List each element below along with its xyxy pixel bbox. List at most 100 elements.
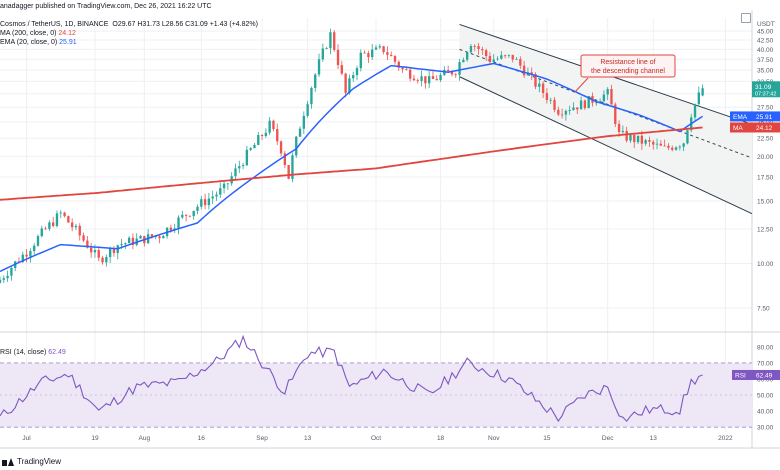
candle-body [458,62,461,75]
candle-body [298,128,302,137]
candle-body [682,143,685,147]
candle-body [625,130,628,141]
rsi-badge-tag: RSI [735,372,746,379]
candle-body [648,140,651,142]
candle-body [325,48,328,49]
ma-price-badge [730,122,780,133]
candle-body [488,56,492,62]
candle-body [352,75,355,79]
price-axis-tick-label: 37.50 [757,57,774,64]
ma-legend[interactable]: MA (200, close, 0) 24.12 [0,30,76,37]
candle-body [579,100,583,110]
candle-body [359,52,362,69]
candle-body [321,48,325,60]
candle-body [260,135,264,137]
price-axis-tick-label: 15.00 [757,198,774,205]
candle-body [378,46,381,48]
candle-body [610,88,613,105]
candle-body [211,196,214,199]
candle-body [287,165,290,179]
candle-body [557,109,560,115]
candle-body [29,251,32,257]
ema-legend[interactable]: EMA (20, close, 0) 25.91 [0,39,77,46]
candle-body [264,132,268,137]
ma-200-line [0,126,703,201]
candle-body [257,135,260,145]
candle-body [416,80,419,82]
candle-body [507,54,511,56]
candle-body [412,78,416,81]
time-axis-tick-label: Jul [22,435,31,442]
candle-body [317,59,321,75]
symbol-label: Cosmos / TetherUS, 1D, BINANCE [0,21,109,28]
candle-body [446,69,450,72]
candle-body [249,148,252,150]
time-axis-tick-label: 19 [91,435,99,442]
candle-body [329,32,332,49]
price-axis-tick-label: 7.50 [757,305,770,312]
settings-icon[interactable] [741,13,751,23]
currency-label: USDT [757,21,775,28]
rsi-legend[interactable]: RSI (14, close) 62.49 [0,349,66,356]
candle-body [348,78,351,93]
candle-body [219,188,222,195]
candle-body [587,96,590,109]
candle-body [519,58,522,66]
price-axis-tick-label: 12.50 [757,226,774,233]
candle-body [674,147,678,150]
candle-body [86,240,89,248]
price-axis-tick-label: 40.00 [757,47,774,54]
candle-body [553,99,556,110]
rsi-axis-tick-label: 60.00 [757,376,774,383]
candle-body [652,141,655,145]
annotation-box [580,54,676,78]
price-axis-tick-label: 42.50 [757,37,774,44]
footer-brand: TradingView [2,457,61,466]
ma-legend-value: 24.12 [58,30,76,37]
price-axis-tick-label: 17.50 [757,175,774,182]
annotation-pointer [574,77,589,93]
candle-body [306,104,309,116]
rsi-axis-tick-label: 70.00 [757,360,774,367]
tradingview-logo-icon [2,457,14,466]
candle-body [215,194,218,197]
candle-body [241,165,245,167]
candle-body [678,146,682,148]
candle-body [181,214,184,218]
rsi-axis-tick-label: 80.00 [757,344,774,351]
candle-body [63,212,66,217]
candle-body [124,243,127,245]
publisher-line: anadagger published on TradingView.com, … [0,3,212,10]
candle-body [310,87,313,105]
candle-body [21,254,24,263]
candle-body [169,227,173,231]
candle-body [393,56,397,62]
candle-body [454,74,457,76]
rsi-axis-tick-label: 40.00 [757,409,774,416]
candle-body [44,228,47,230]
candle-body [2,278,5,280]
candle-body [108,248,112,257]
candle-body [177,217,180,229]
annotation-line-2: the descending channel [591,68,665,75]
candle-body [435,78,438,81]
candle-body [82,235,85,241]
candle-body [640,135,644,144]
footer-brand-label: TradingView [17,457,62,466]
candle-body [390,54,393,57]
candle-body [693,104,697,118]
candle-body [617,123,621,133]
time-axis-tick-label: Sep [256,435,268,442]
candle-body [131,237,135,245]
candle-body [10,268,13,276]
candle-body [564,110,568,115]
candle-body [697,92,701,105]
time-axis-tick-label: 16 [198,435,206,442]
candle-body [427,76,431,84]
candle-body [629,135,632,141]
candle-body [276,129,279,142]
candle-body [367,53,370,58]
candle-body [279,141,283,154]
candle-body [530,72,533,75]
